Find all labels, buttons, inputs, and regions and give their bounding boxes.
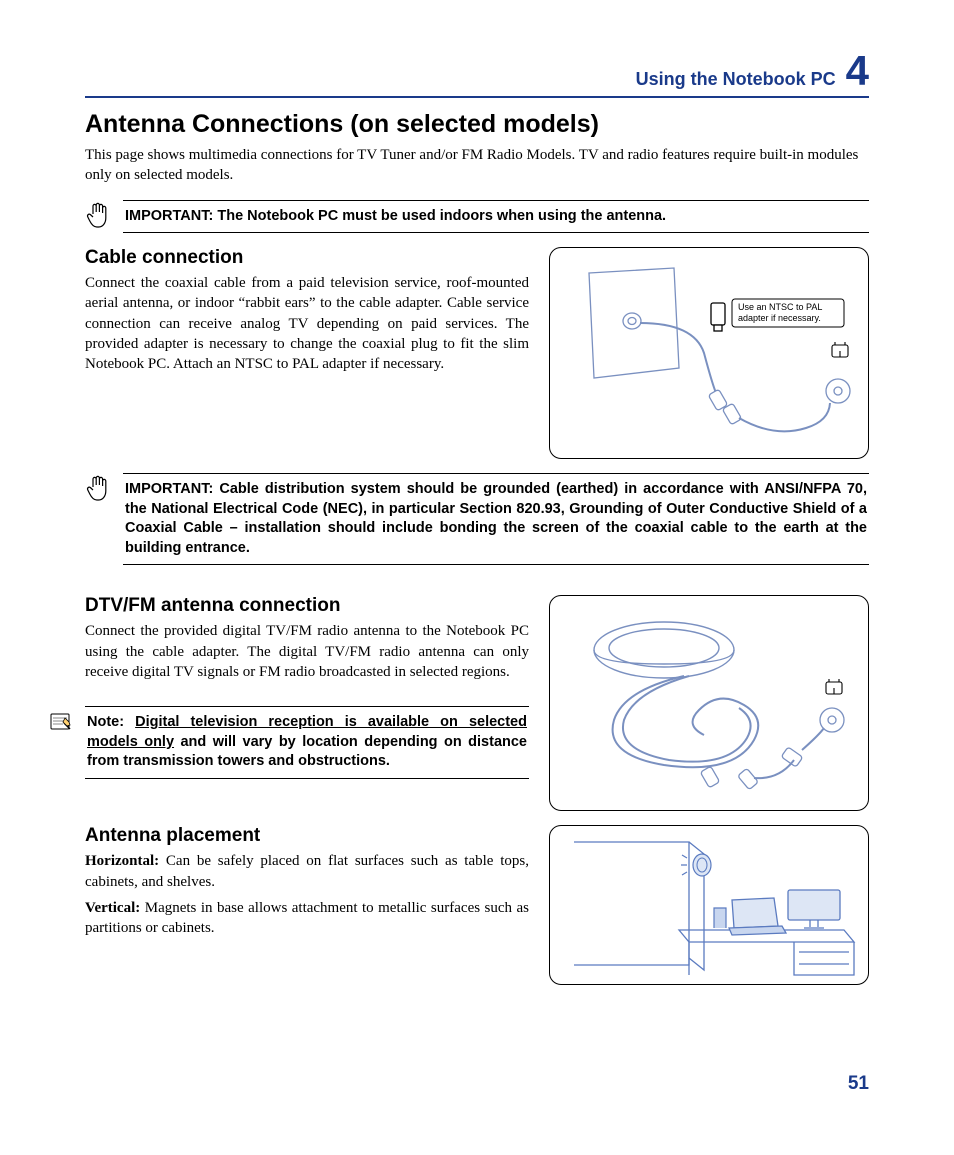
dtv-fm-body: Connect the provided digital TV/FM radio…	[85, 621, 529, 682]
chapter-number: 4	[846, 50, 869, 92]
hand-icon	[85, 200, 113, 232]
important-text-2: IMPORTANT: Cable distribution system sho…	[123, 473, 869, 565]
important-text-1: IMPORTANT: The Notebook PC must be used …	[123, 200, 869, 234]
page-number: 51	[848, 1073, 869, 1095]
figure-antenna-placement	[549, 825, 869, 985]
fig-tip-line2: adapter if necessary.	[738, 313, 821, 323]
chapter-header: Using the Notebook PC 4	[85, 50, 869, 98]
note-callout: Note: Digital television reception is av…	[47, 706, 529, 779]
section-cable-connection: Cable connection Connect the coaxial cab…	[85, 247, 869, 459]
horizontal-paragraph: Horizontal: Can be safely placed on flat…	[85, 851, 529, 892]
cable-connection-title: Cable connection	[85, 247, 529, 269]
figure-cable-connection: Use an NTSC to PAL adapter if necessary.	[549, 247, 869, 459]
antenna-placement-title: Antenna placement	[85, 825, 529, 847]
note-text: Note: Digital television reception is av…	[85, 706, 529, 779]
vertical-body: Magnets in base allows attachment to met…	[85, 900, 529, 936]
chapter-title: Using the Notebook PC	[636, 69, 836, 90]
horizontal-label: Horizontal:	[85, 853, 159, 869]
intro-paragraph: This page shows multimedia connections f…	[85, 145, 869, 186]
cable-connection-body: Connect the coaxial cable from a paid te…	[85, 273, 529, 374]
vertical-label: Vertical:	[85, 900, 140, 916]
note-icon	[47, 706, 75, 738]
fig-tip-line1: Use an NTSC to PAL	[738, 302, 822, 312]
figure-dtv-fm	[549, 595, 869, 811]
note-prefix: Note:	[87, 714, 135, 730]
hand-icon	[85, 473, 113, 505]
important-callout-2: IMPORTANT: Cable distribution system sho…	[85, 473, 869, 565]
dtv-fm-title: DTV/FM antenna connection	[85, 595, 529, 617]
page-title: Antenna Connections (on selected models)	[85, 110, 869, 139]
section-dtv-fm: DTV/FM antenna connection Connect the pr…	[85, 595, 869, 811]
section-antenna-placement: Antenna placement Horizontal: Can be saf…	[85, 825, 869, 985]
vertical-paragraph: Vertical: Magnets in base allows attachm…	[85, 898, 529, 939]
important-callout-1: IMPORTANT: The Notebook PC must be used …	[85, 200, 869, 234]
